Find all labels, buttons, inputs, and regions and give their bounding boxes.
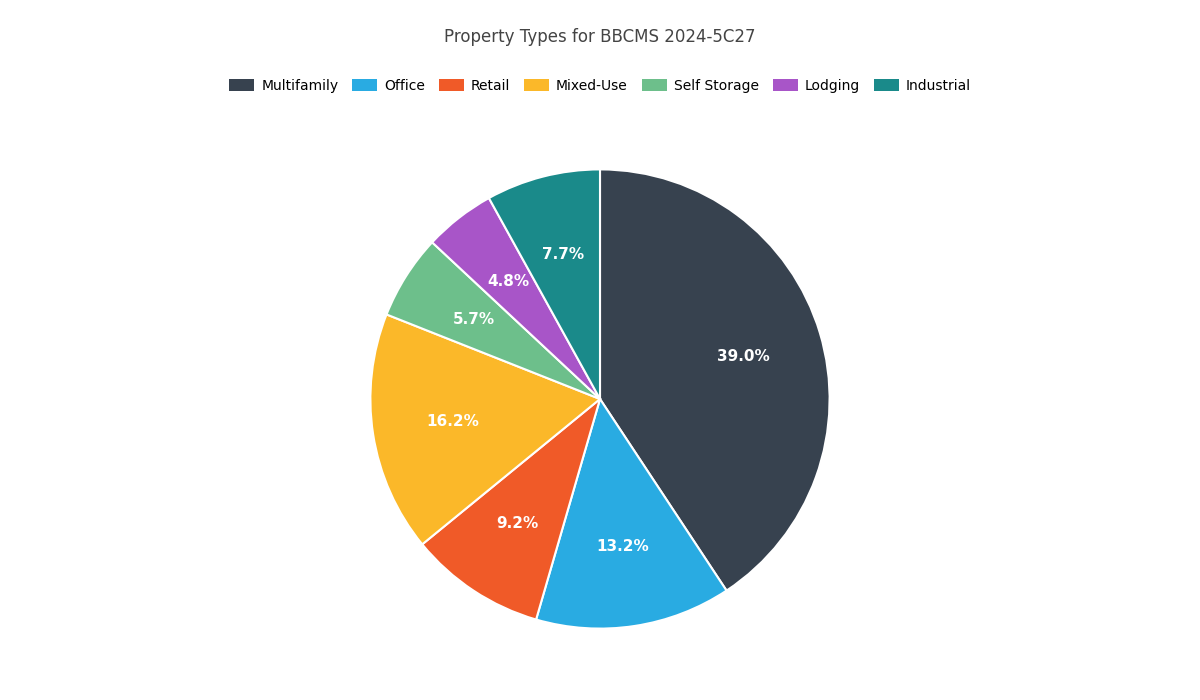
- Text: Property Types for BBCMS 2024-5C27: Property Types for BBCMS 2024-5C27: [444, 28, 756, 46]
- Wedge shape: [432, 198, 600, 399]
- Wedge shape: [600, 169, 829, 591]
- Wedge shape: [536, 399, 726, 629]
- Text: 7.7%: 7.7%: [541, 247, 583, 262]
- Legend: Multifamily, Office, Retail, Mixed-Use, Self Storage, Lodging, Industrial: Multifamily, Office, Retail, Mixed-Use, …: [223, 74, 977, 99]
- Wedge shape: [371, 314, 600, 545]
- Text: 39.0%: 39.0%: [716, 349, 769, 363]
- Text: 4.8%: 4.8%: [487, 274, 529, 289]
- Wedge shape: [488, 169, 600, 399]
- Wedge shape: [386, 242, 600, 399]
- Text: 5.7%: 5.7%: [452, 312, 494, 327]
- Text: 13.2%: 13.2%: [596, 539, 649, 554]
- Text: 9.2%: 9.2%: [497, 516, 539, 531]
- Wedge shape: [422, 399, 600, 620]
- Text: 16.2%: 16.2%: [426, 414, 479, 429]
